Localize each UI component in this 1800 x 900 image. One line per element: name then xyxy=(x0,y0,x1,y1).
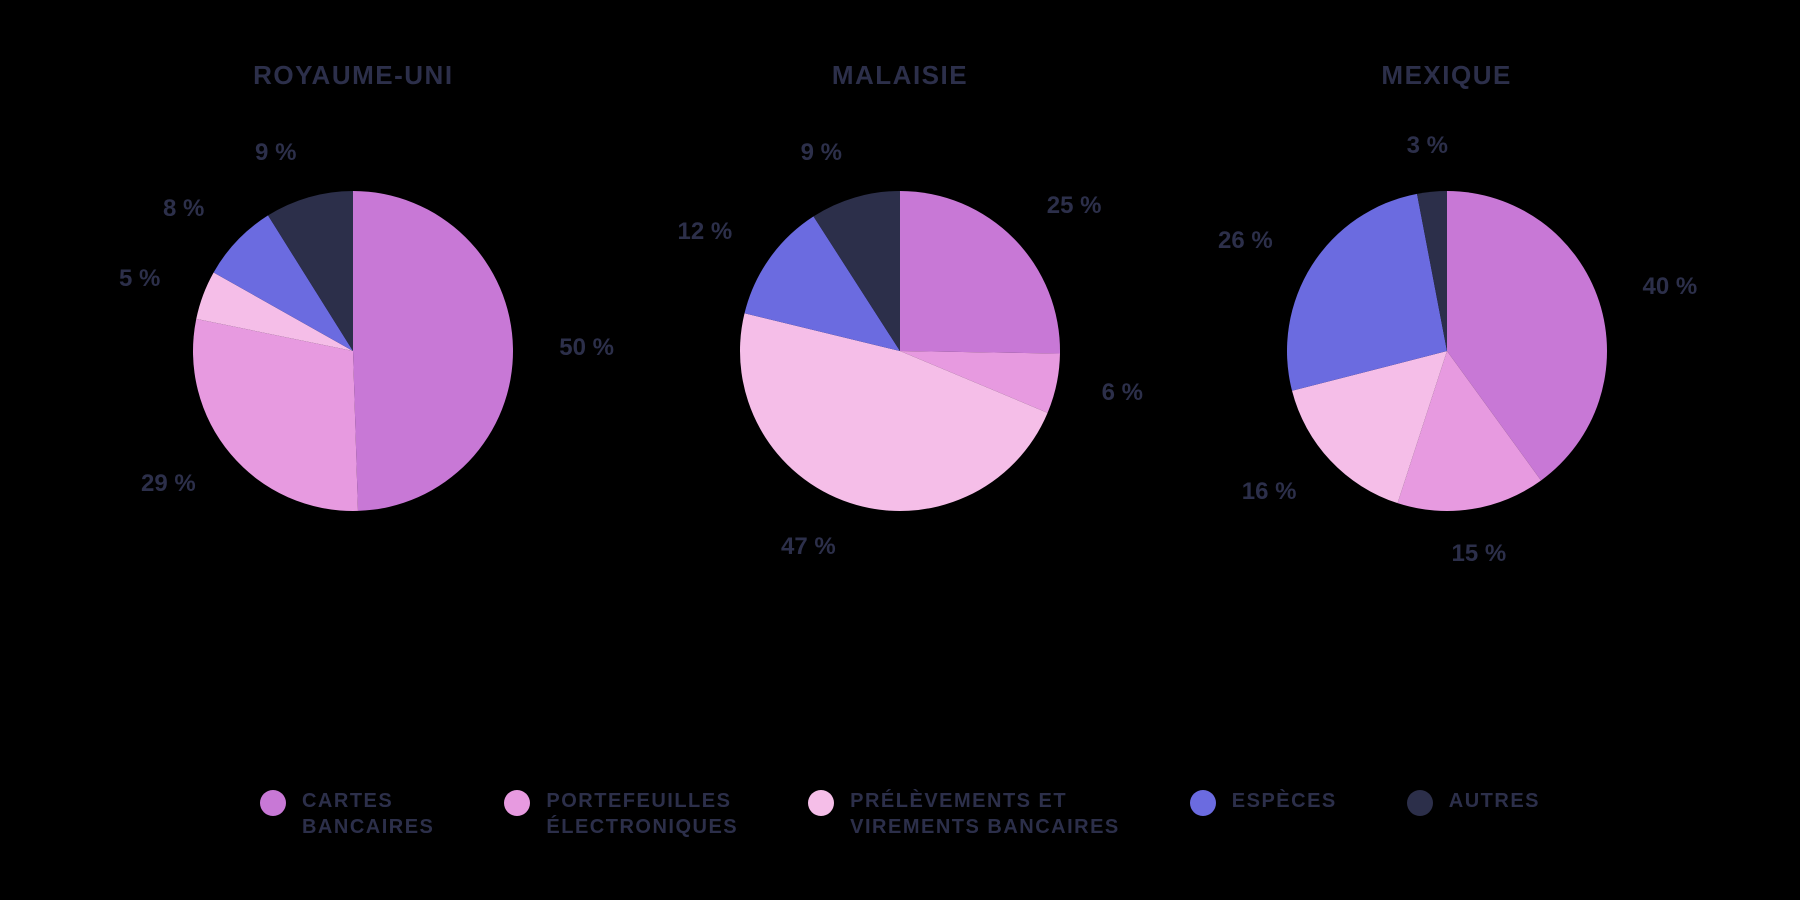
legend-dot-icon xyxy=(1407,790,1433,816)
chart-block: MEXIQUE 40 % 15 % 16 % 26 % 3 % xyxy=(1187,60,1707,571)
slice-label-autres: 9 % xyxy=(255,139,296,167)
slice-label-portefeuilles: 15 % xyxy=(1452,540,1507,568)
legend-item-portefeuilles: PORTEFEUILLES ÉLECTRONIQUES xyxy=(504,788,738,840)
legend-label: ESPÈCES xyxy=(1232,788,1337,814)
pie-slice-cartes xyxy=(353,191,513,511)
legend-dot-icon xyxy=(808,790,834,816)
slice-label-portefeuilles: 29 % xyxy=(141,470,196,498)
chart-title: MALAISIE xyxy=(832,60,968,91)
slice-label-prelevements: 47 % xyxy=(781,533,836,561)
chart-title: ROYAUME-UNI xyxy=(253,60,453,91)
slice-label-prelevements: 16 % xyxy=(1242,478,1297,506)
pie-slice-portefeuilles xyxy=(193,319,358,511)
slice-label-autres: 3 % xyxy=(1407,132,1448,160)
chart-block: MALAISIE 25 % 6 % 47 % 12 % 9 % xyxy=(640,60,1160,571)
legend-label: CARTES BANCAIRES xyxy=(302,788,434,840)
pie-chart: 25 %6 %47 %12 %9 % xyxy=(680,131,1120,571)
legend: CARTES BANCAIRES PORTEFEUILLES ÉLECTRONIQ… xyxy=(0,788,1800,840)
pie-chart: 40 %15 %16 %26 %3 % xyxy=(1227,131,1667,571)
slice-label-prelevements: 5 % xyxy=(119,265,160,293)
slice-label-portefeuilles: 6 % xyxy=(1102,379,1143,407)
legend-label: AUTRES xyxy=(1449,788,1540,814)
legend-label: PORTEFEUILLES ÉLECTRONIQUES xyxy=(546,788,738,840)
slice-label-especes: 26 % xyxy=(1218,227,1273,255)
pie-chart: 50 %29 %5 %8 %9 % xyxy=(133,131,573,571)
slice-label-especes: 12 % xyxy=(677,218,732,246)
legend-item-cartes: CARTES BANCAIRES xyxy=(260,788,434,840)
charts-row: ROYAUME-UNI 50 % 29 % 5 % 8 % 9 % MALAISIE 25 %… xyxy=(0,60,1800,571)
chart-title: MEXIQUE xyxy=(1381,60,1511,91)
slice-label-autres: 9 % xyxy=(801,139,842,167)
legend-dot-icon xyxy=(504,790,530,816)
legend-dot-icon xyxy=(1190,790,1216,816)
slice-label-cartes: 40 % xyxy=(1643,273,1698,301)
legend-label: PRÉLÈVEMENTS ET VIREMENTS BANCAIRES xyxy=(850,788,1120,840)
legend-item-prelevements: PRÉLÈVEMENTS ET VIREMENTS BANCAIRES xyxy=(808,788,1120,840)
chart-block: ROYAUME-UNI 50 % 29 % 5 % 8 % 9 % xyxy=(93,60,613,571)
pie-slice-cartes xyxy=(900,191,1060,354)
legend-item-autres: AUTRES xyxy=(1407,788,1540,840)
slice-label-especes: 8 % xyxy=(163,195,204,223)
legend-dot-icon xyxy=(260,790,286,816)
slice-label-cartes: 25 % xyxy=(1047,192,1102,220)
legend-item-especes: ESPÈCES xyxy=(1190,788,1337,840)
slice-label-cartes: 50 % xyxy=(559,334,614,362)
